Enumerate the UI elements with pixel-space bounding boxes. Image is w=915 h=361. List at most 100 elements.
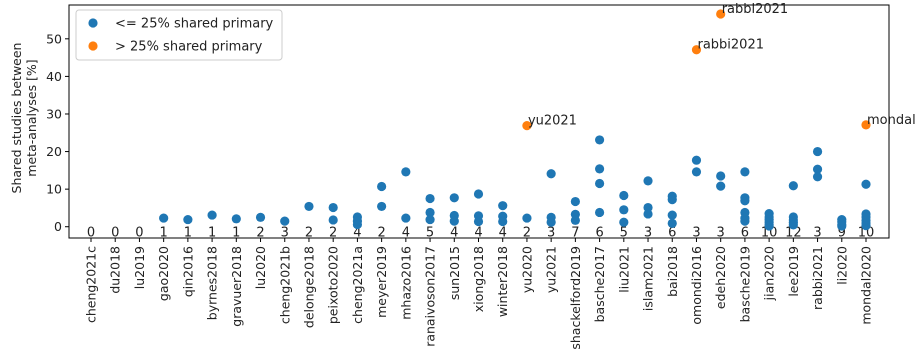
count-label: 9 [838, 226, 846, 241]
x-tick-label: jian2020 [762, 246, 777, 301]
x-tick-label: bai2018 [665, 246, 680, 297]
count-label: 1 [208, 226, 216, 241]
x-tick-label: rabbi2021 [810, 246, 825, 310]
point-le-25 [449, 193, 459, 203]
count-label: 3 [692, 226, 700, 241]
point-le-25 [594, 135, 605, 145]
x-tick-label: cheng2021b [277, 246, 292, 324]
point-le-25 [570, 215, 580, 225]
x-tick-label: basche2017 [592, 246, 607, 322]
point-le-25 [425, 214, 435, 225]
count-label: 4 [353, 226, 361, 241]
count-label: 3 [717, 226, 725, 241]
count-label: 7 [571, 226, 579, 241]
x-tick-label: mhazo2016 [398, 246, 413, 320]
point-le-25 [716, 171, 726, 181]
x-tick-label: mondal2020 [859, 246, 874, 325]
point-le-25 [594, 178, 605, 189]
point-le-25 [619, 205, 629, 215]
count-labels: 0 0 0 1 1 1 1 2 3 2 2 4 2 4 5 4 4 4 2 3 7 6 5 3 6 3 3 6 10 12 3 9 10 [87, 226, 874, 241]
point-le-25 [522, 213, 532, 223]
point-le-25 [619, 217, 629, 227]
point-le-25 [546, 217, 556, 227]
count-label: 2 [377, 226, 385, 241]
point-le-25 [667, 210, 677, 220]
legend-label: <= 25% shared primary [115, 17, 274, 32]
legend-label: > 25% shared primary [115, 40, 263, 55]
x-tick-label: winter2018 [495, 246, 510, 317]
legend-box [75, 9, 283, 61]
point-le-25 [280, 216, 290, 226]
count-label: 2 [305, 226, 313, 241]
point-le-25 [328, 202, 338, 213]
count-label: 1 [160, 226, 168, 241]
point-le-25 [716, 181, 726, 191]
point-le-25 [159, 213, 169, 223]
x-tick-label: islam2021 [641, 246, 656, 311]
point-le-25 [643, 176, 653, 186]
point-annotation: mondal2020 [867, 113, 915, 128]
point-le-25 [812, 164, 823, 174]
y-tick-label: 30 [46, 106, 62, 121]
x-tick-label: qin2016 [180, 246, 195, 297]
x-tick-label: cheng2021a [350, 246, 365, 324]
point-le-25 [401, 213, 411, 223]
x-tick-label: omondi2016 [689, 246, 704, 325]
x-tick-label: lu2020 [253, 246, 268, 289]
y-tick-label: 0 [54, 219, 62, 234]
point-le-25 [183, 214, 193, 225]
count-label: 3 [281, 226, 289, 241]
count-label: 3 [813, 226, 821, 241]
y-tick-label: 10 [46, 182, 62, 197]
count-label: 6 [668, 226, 676, 241]
x-tick-label: liu2021 [616, 246, 631, 293]
count-label: 4 [450, 226, 458, 241]
point-le-25 [643, 209, 653, 219]
count-label: 6 [741, 226, 749, 241]
count-label: 10 [858, 226, 875, 241]
x-tick-label: edeh2020 [713, 246, 728, 309]
y-tick-label: 50 [46, 31, 62, 46]
x-tick-label: gravuer2018 [229, 246, 244, 327]
x-tick-label: byrnes2018 [205, 246, 220, 320]
point-annotation: rabbi2021 [722, 2, 789, 17]
y-axis-title-line-2: meta-analyses [%] [24, 59, 39, 176]
point-le-25 [231, 214, 241, 224]
x-tick-label: li2020 [834, 246, 849, 285]
point-le-25 [401, 167, 411, 177]
legend-marker [88, 41, 98, 51]
x-tick-label: delonge2018 [301, 246, 316, 328]
point-le-25 [207, 210, 217, 220]
point-le-25 [304, 201, 314, 212]
point-le-25 [570, 196, 580, 207]
point-le-25 [691, 155, 702, 165]
count-label: 4 [402, 226, 410, 241]
point-le-25 [643, 202, 653, 213]
point-annotation: rabbi2021 [697, 38, 764, 53]
x-tick-label: meyer2019 [374, 246, 389, 318]
point-le-25 [473, 189, 484, 199]
point-le-25 [619, 190, 629, 201]
data-points [159, 9, 871, 231]
point-gt-25 [691, 45, 702, 55]
x-tick-label: yu2021 [544, 246, 559, 293]
point-le-25 [498, 216, 508, 227]
y-axis-title-line-1: Shared studies between [9, 43, 24, 194]
x-tick-label: lu2019 [132, 246, 147, 289]
count-label: 1 [184, 226, 192, 241]
point-le-25 [788, 181, 798, 191]
point-le-25 [861, 179, 871, 189]
point-gt-25 [522, 121, 532, 131]
legend-marker [88, 18, 98, 28]
point-le-25 [788, 220, 798, 230]
point-le-25 [255, 212, 266, 222]
point-gt-25 [716, 9, 726, 19]
x-tick-label: xiong2018 [471, 246, 486, 312]
point-le-25 [837, 221, 847, 231]
count-label: 6 [595, 226, 603, 241]
point-le-25 [352, 219, 363, 230]
point-le-25 [449, 216, 459, 226]
point-le-25 [377, 181, 387, 192]
x-tick-label: cheng2021c [84, 246, 99, 323]
